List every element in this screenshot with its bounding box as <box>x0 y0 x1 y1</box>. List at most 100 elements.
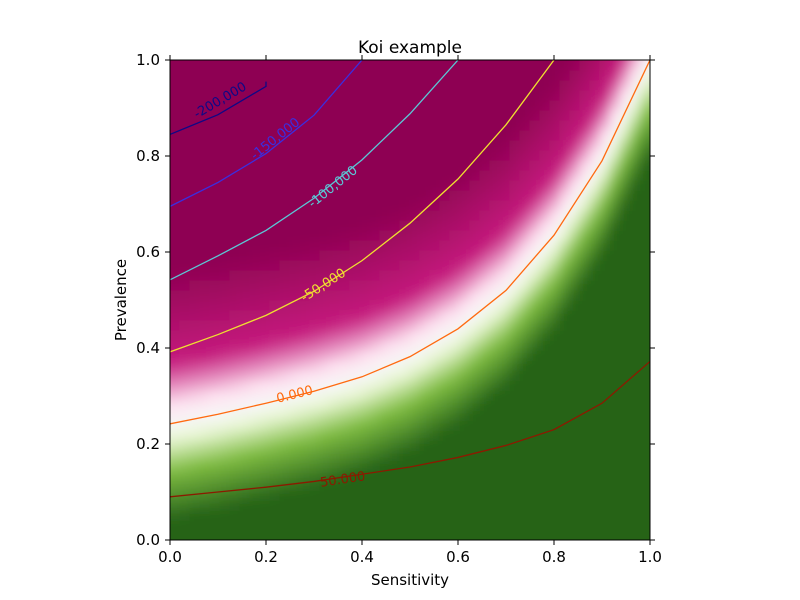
heatmap-cell <box>379 379 391 391</box>
heatmap-cell <box>409 189 421 201</box>
heatmap-cell <box>339 389 351 401</box>
heatmap-cell <box>349 109 361 121</box>
heatmap-cell <box>429 129 441 141</box>
heatmap-cell <box>599 189 611 201</box>
heatmap-cell <box>209 309 221 321</box>
heatmap-cell <box>579 329 591 341</box>
heatmap-cell <box>529 449 541 461</box>
heatmap-cell <box>339 119 351 131</box>
heatmap-cell <box>599 60 611 61</box>
heatmap-cell <box>549 79 561 91</box>
heatmap-cell <box>479 159 491 171</box>
heatmap-cell <box>170 369 171 381</box>
heatmap-cell <box>519 459 531 471</box>
heatmap-cell <box>339 529 351 540</box>
heatmap-cell <box>629 209 641 221</box>
heatmap-cell <box>609 409 621 421</box>
heatmap-cell <box>449 69 461 81</box>
heatmap-cell <box>379 149 391 161</box>
heatmap-cell <box>299 119 311 131</box>
heatmap-cell <box>609 429 621 441</box>
heatmap-cell <box>389 489 401 501</box>
heatmap-cell <box>170 519 171 531</box>
heatmap-cell <box>639 149 650 161</box>
heatmap-cell <box>309 269 321 281</box>
heatmap-cell <box>279 69 291 81</box>
heatmap-cell <box>660 490 671 501</box>
heatmap-cell <box>629 259 641 271</box>
heatmap-cell <box>499 279 511 291</box>
heatmap-cell <box>540 40 551 51</box>
heatmap-cell <box>179 289 191 301</box>
heatmap-cell <box>599 449 611 461</box>
heatmap-cell <box>329 149 341 161</box>
heatmap-cell <box>459 459 471 471</box>
heatmap-cell <box>329 129 341 141</box>
heatmap-cell <box>549 69 561 81</box>
heatmap-cell <box>599 179 611 191</box>
heatmap-cell <box>449 79 461 91</box>
heatmap-cell <box>479 139 491 151</box>
heatmap-cell <box>150 70 161 81</box>
heatmap-cell <box>229 429 241 441</box>
heatmap-cell <box>449 189 461 201</box>
heatmap-cell <box>579 149 591 161</box>
heatmap-cell <box>660 130 671 141</box>
heatmap-cell <box>499 179 511 191</box>
heatmap-cell <box>489 419 501 431</box>
heatmap-cell <box>579 399 591 411</box>
heatmap-cell <box>379 89 391 101</box>
heatmap-cell <box>170 429 171 441</box>
heatmap-cell <box>299 129 311 141</box>
heatmap-cell <box>229 409 241 421</box>
heatmap-cell <box>269 409 281 421</box>
heatmap-cell <box>609 489 621 501</box>
heatmap-cell <box>549 229 561 241</box>
heatmap-cell <box>499 269 511 281</box>
heatmap-cell <box>209 289 221 301</box>
heatmap-cell <box>660 50 671 61</box>
heatmap-cell <box>579 209 591 221</box>
heatmap-cell <box>569 449 581 461</box>
heatmap-cell <box>279 259 291 271</box>
heatmap-cell <box>519 259 531 271</box>
heatmap-cell <box>399 489 411 501</box>
heatmap-cell <box>189 99 201 111</box>
heatmap-cell <box>369 379 381 391</box>
heatmap-cell <box>249 289 261 301</box>
heatmap-cell <box>559 419 571 431</box>
heatmap-cell <box>509 289 521 301</box>
heatmap-cell <box>329 289 341 301</box>
heatmap-cell <box>629 139 641 151</box>
heatmap-cell <box>409 419 421 431</box>
heatmap-cell <box>329 79 341 91</box>
heatmap-cell <box>649 269 650 281</box>
heatmap-cell <box>589 69 601 81</box>
heatmap-cell <box>170 339 181 351</box>
heatmap-cell <box>170 439 181 451</box>
heatmap-cell <box>289 519 301 531</box>
heatmap-cell <box>150 230 161 241</box>
heatmap-cell <box>629 379 641 391</box>
heatmap-cell <box>639 269 650 281</box>
heatmap-cell <box>399 319 411 331</box>
heatmap-cell <box>459 339 471 351</box>
heatmap-cell <box>629 159 641 171</box>
heatmap-cell <box>549 329 561 341</box>
heatmap-cell <box>649 60 650 61</box>
heatmap-cell <box>479 309 491 321</box>
heatmap-cell <box>369 79 381 91</box>
heatmap-cell <box>469 279 481 291</box>
heatmap-cell <box>519 409 531 421</box>
heatmap-cell <box>219 169 231 181</box>
heatmap-cell <box>529 139 541 151</box>
heatmap-cell <box>229 379 241 391</box>
heatmap-cell <box>189 60 201 61</box>
heatmap-cell <box>419 479 431 491</box>
heatmap-cell <box>379 169 391 181</box>
heatmap-cell <box>529 179 541 191</box>
heatmap-cell <box>339 539 351 540</box>
heatmap-cell <box>519 149 531 161</box>
heatmap-cell <box>189 539 201 540</box>
heatmap-cell <box>589 119 601 131</box>
